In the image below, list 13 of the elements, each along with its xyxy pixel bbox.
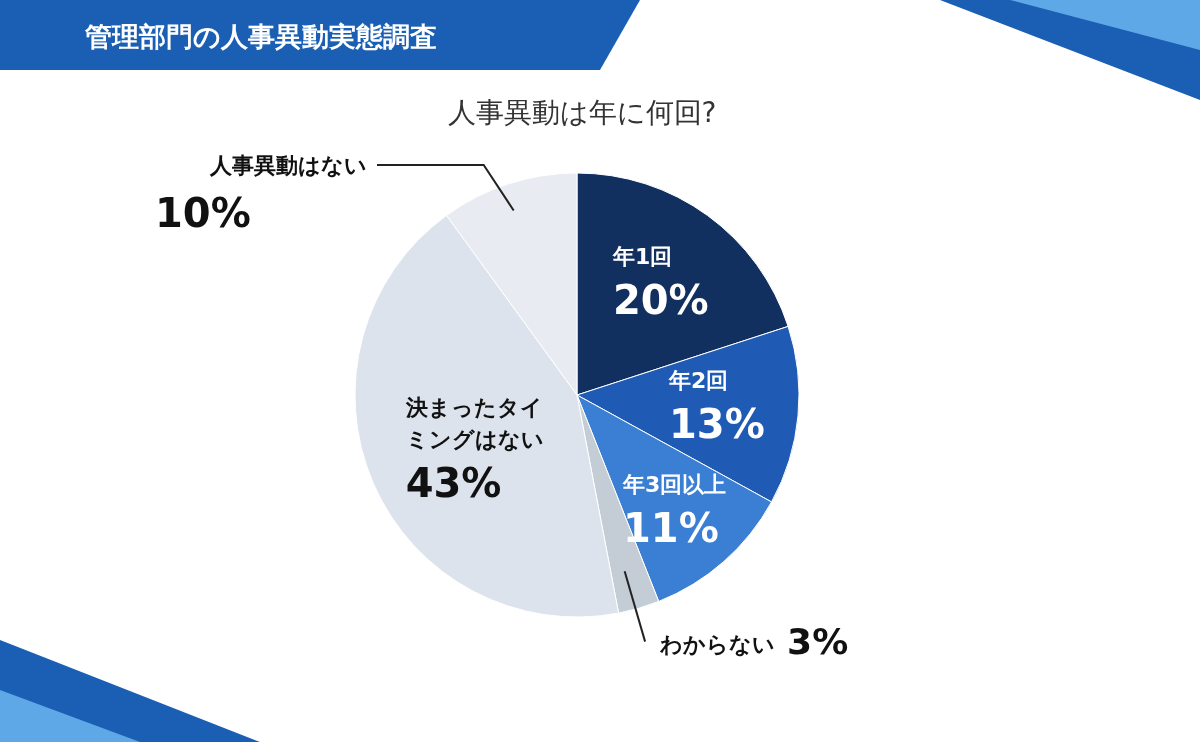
- data-label: 20%: [612, 276, 709, 323]
- data-label: 13%: [669, 400, 765, 447]
- slice-label: 年1回: [611, 243, 673, 269]
- chart-subtitle: 人事異動は年に何回?: [447, 96, 717, 129]
- data-label: 43%: [405, 459, 502, 506]
- data-label: 10%: [155, 190, 251, 236]
- slice-label: 年2回: [668, 367, 729, 393]
- slice-label: 人事異動はない: [209, 153, 367, 178]
- slice-label: 決まったタイミングはない: [404, 394, 544, 452]
- slice-label: 年3回以上: [622, 472, 727, 498]
- slice-label: わからない: [659, 631, 776, 657]
- chart-title: 管理部門の人事異動実態調査: [84, 21, 437, 52]
- data-label: 3%: [787, 620, 849, 662]
